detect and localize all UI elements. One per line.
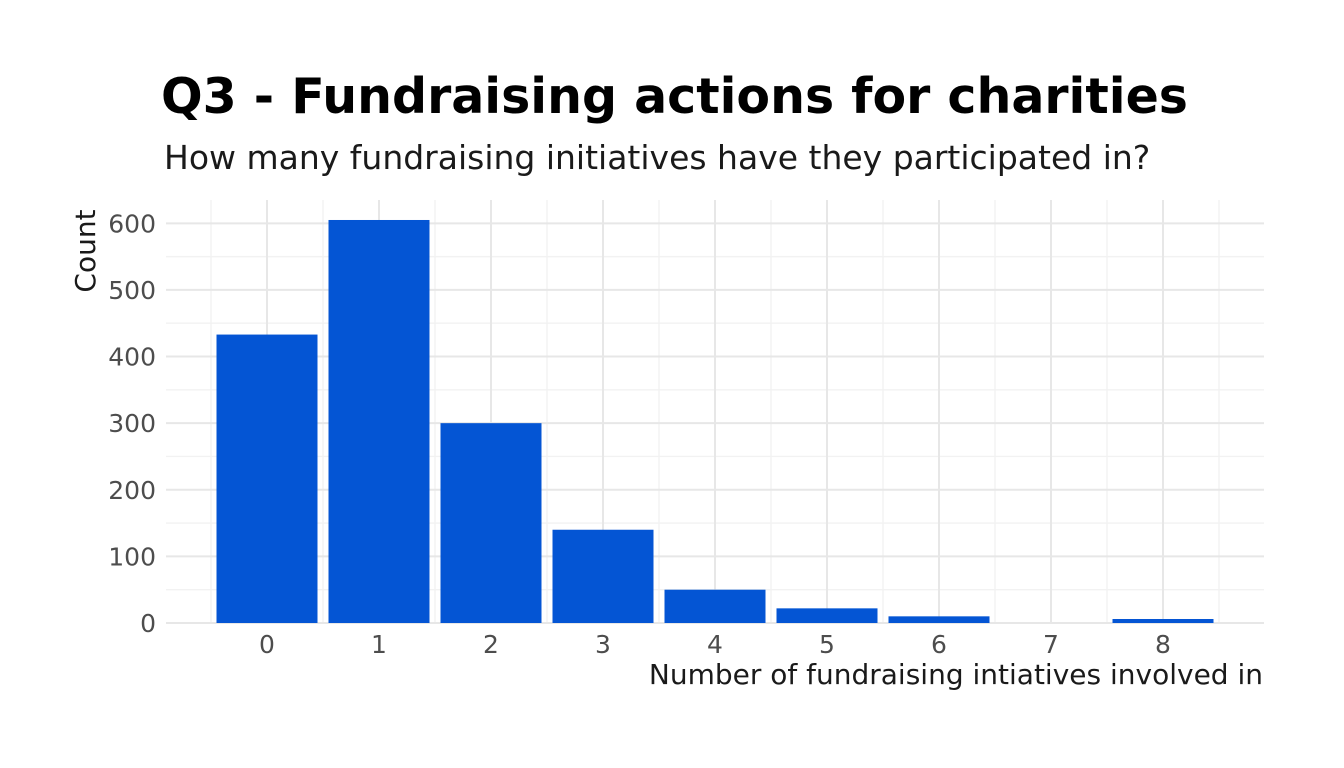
x-tick-label: 6 — [931, 630, 947, 659]
bar — [552, 529, 654, 623]
bar — [216, 334, 318, 623]
chart-subtitle: How many fundraising initiatives have th… — [164, 138, 1151, 177]
x-tick-label: 3 — [595, 630, 611, 659]
bar — [888, 616, 990, 623]
y-tick-label: 600 — [108, 209, 156, 238]
x-tick-label: 4 — [707, 630, 723, 659]
y-axis-title: Count — [69, 209, 102, 292]
y-tick-label: 300 — [108, 409, 156, 438]
bar — [328, 219, 430, 623]
y-tick-label: 500 — [108, 276, 156, 305]
x-tick-label: 1 — [371, 630, 387, 659]
x-tick-label: 2 — [483, 630, 499, 659]
x-tick-label: 7 — [1043, 630, 1059, 659]
x-tick-label: 8 — [1155, 630, 1171, 659]
x-tick-label: 5 — [819, 630, 835, 659]
bar — [1112, 619, 1214, 623]
y-tick-label: 100 — [108, 542, 156, 571]
y-tick-label: 0 — [140, 609, 156, 638]
y-tick-label: 400 — [108, 343, 156, 372]
x-axis-title: Number of fundraising intiatives involve… — [649, 658, 1263, 691]
bar — [776, 608, 878, 623]
chart-title: Q3 - Fundraising actions for charities — [161, 68, 1188, 125]
x-tick-label: 0 — [259, 630, 275, 659]
bar — [440, 423, 542, 623]
bar — [664, 589, 766, 623]
y-tick-label: 200 — [108, 476, 156, 505]
